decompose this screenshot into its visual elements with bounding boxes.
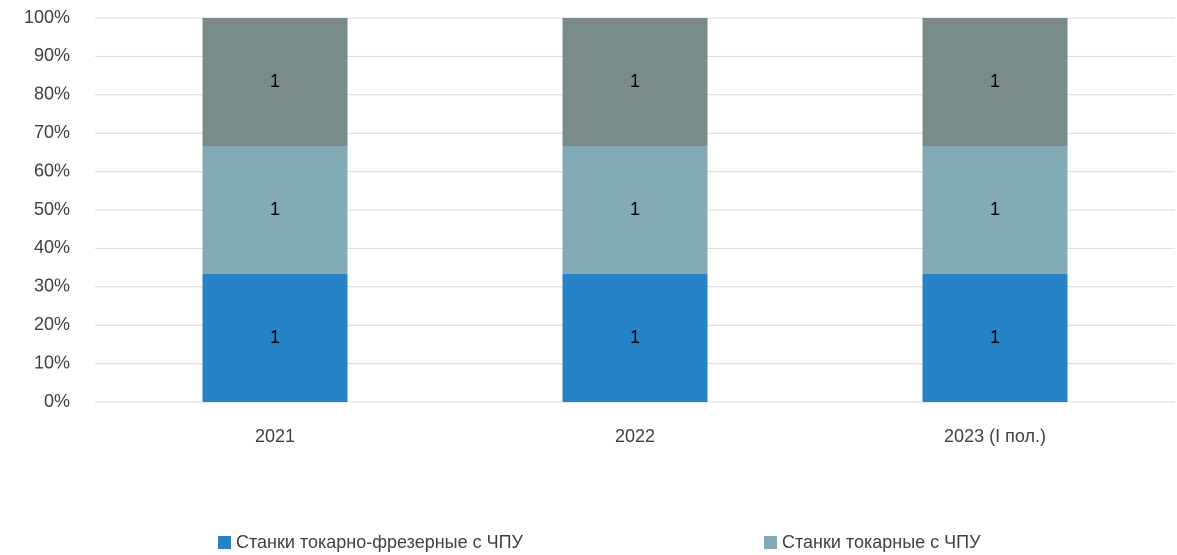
x-tick-label: 2022 (615, 426, 655, 446)
y-tick-label: 30% (34, 276, 70, 296)
bar-segment (922, 146, 1068, 274)
legend-swatch (218, 536, 231, 549)
bar-segment (562, 18, 708, 146)
x-tick-label: 2021 (255, 426, 295, 446)
data-label: 1 (630, 327, 640, 347)
y-tick-label: 60% (34, 160, 70, 180)
bar-segment (202, 146, 348, 274)
data-label: 1 (990, 199, 1000, 219)
y-tick-label: 100% (24, 7, 70, 27)
data-label: 1 (270, 199, 280, 219)
y-tick-label: 50% (34, 199, 70, 219)
data-label: 1 (270, 327, 280, 347)
bar-segment (562, 146, 708, 274)
bar-segment (922, 274, 1068, 402)
bar-segment (922, 18, 1068, 146)
y-tick-label: 80% (34, 84, 70, 104)
data-label: 1 (990, 327, 1000, 347)
y-tick-label: 10% (34, 352, 70, 372)
y-tick-label: 0% (44, 391, 70, 411)
legend-swatch (764, 536, 777, 549)
legend-label: Станки токарные с ЧПУ (782, 532, 981, 552)
y-tick-label: 70% (34, 122, 70, 142)
y-tick-label: 20% (34, 314, 70, 334)
y-tick-label: 40% (34, 237, 70, 257)
data-label: 1 (630, 71, 640, 91)
bar-segment (202, 18, 348, 146)
x-tick-label: 2023 (I пол.) (944, 426, 1046, 446)
data-label: 1 (630, 199, 640, 219)
legend-label: Станки токарно-фрезерные с ЧПУ (236, 532, 524, 552)
bar-segment (202, 274, 348, 402)
data-label: 1 (270, 71, 280, 91)
y-tick-label: 90% (34, 45, 70, 65)
bar-segment (562, 274, 708, 402)
data-label: 1 (990, 71, 1000, 91)
